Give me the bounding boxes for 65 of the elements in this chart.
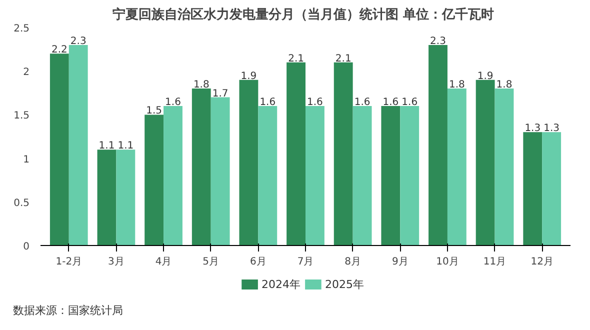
data-label: 1.8 xyxy=(496,80,512,91)
data-label: 2.3 xyxy=(70,36,86,47)
bar xyxy=(476,80,495,246)
data-label: 1.6 xyxy=(260,96,276,108)
data-label: 1.9 xyxy=(477,70,494,82)
source-note: 数据来源：国家统计局 xyxy=(13,303,123,319)
bar xyxy=(144,114,164,246)
x-tick-label: 3月 xyxy=(108,256,124,268)
data-label: 1.8 xyxy=(193,80,210,91)
data-label: 1.1 xyxy=(98,140,115,152)
data-label: 1.8 xyxy=(448,80,465,91)
x-tick-label: 10月 xyxy=(436,256,459,268)
bar xyxy=(306,106,324,246)
data-label: 1.7 xyxy=(212,88,228,100)
bar xyxy=(239,80,258,246)
data-label: 1.6 xyxy=(165,96,181,108)
data-label: 2.1 xyxy=(335,53,352,64)
y-tick-label: 2 xyxy=(23,67,30,78)
chart-title: 宁夏回族自治区水力发电量分月（当月值）统计图 单位：亿千瓦时 xyxy=(112,6,494,22)
bar xyxy=(352,106,372,246)
data-label: 1.5 xyxy=(146,106,162,117)
data-label: 1.6 xyxy=(382,96,399,108)
bar xyxy=(258,106,278,246)
x-tick-label: 5月 xyxy=(202,256,220,268)
x-tick-label: 9月 xyxy=(392,256,408,268)
data-label: 1.3 xyxy=(524,123,541,134)
x-tick-label: 1-2月 xyxy=(56,256,82,268)
bar xyxy=(192,88,211,246)
data-label: 2.2 xyxy=(51,44,68,56)
data-label: 1.9 xyxy=(240,70,257,82)
bar xyxy=(116,150,136,246)
y-tick-label: 2.5 xyxy=(14,24,30,34)
bar xyxy=(334,62,353,246)
bar xyxy=(210,97,230,246)
bar xyxy=(447,88,466,246)
bar xyxy=(523,132,542,246)
x-tick-label: 4月 xyxy=(155,256,172,268)
legend-label: 2025年 xyxy=(324,278,364,291)
y-tick-label: 0.5 xyxy=(14,198,30,209)
legend-label: 2024年 xyxy=(262,278,301,291)
bar xyxy=(428,44,448,246)
data-label: 1.3 xyxy=(544,123,560,134)
bar xyxy=(68,44,88,246)
bar xyxy=(50,54,69,246)
bar xyxy=(381,106,400,246)
y-tick-label: 1.5 xyxy=(14,110,30,122)
data-label: 1.1 xyxy=(118,140,134,152)
bar xyxy=(97,150,116,246)
data-label: 2.3 xyxy=(430,36,446,47)
data-label: 1.6 xyxy=(307,96,323,108)
bar xyxy=(164,106,182,246)
bar xyxy=(494,88,514,246)
bar xyxy=(542,132,562,246)
y-tick-label: 1 xyxy=(23,154,30,166)
bar xyxy=(286,62,306,246)
data-label: 1.6 xyxy=(354,96,370,108)
y-tick-label: 0 xyxy=(23,242,30,252)
data-label: 2.1 xyxy=(288,53,304,64)
x-tick-label: 6月 xyxy=(250,256,266,268)
x-tick-label: 11月 xyxy=(483,256,506,268)
bar xyxy=(400,106,420,246)
x-tick-label: 7月 xyxy=(297,256,314,268)
x-tick-label: 8月 xyxy=(344,256,362,268)
x-tick-label: 12月 xyxy=(530,256,554,268)
data-label: 1.6 xyxy=(402,96,418,108)
